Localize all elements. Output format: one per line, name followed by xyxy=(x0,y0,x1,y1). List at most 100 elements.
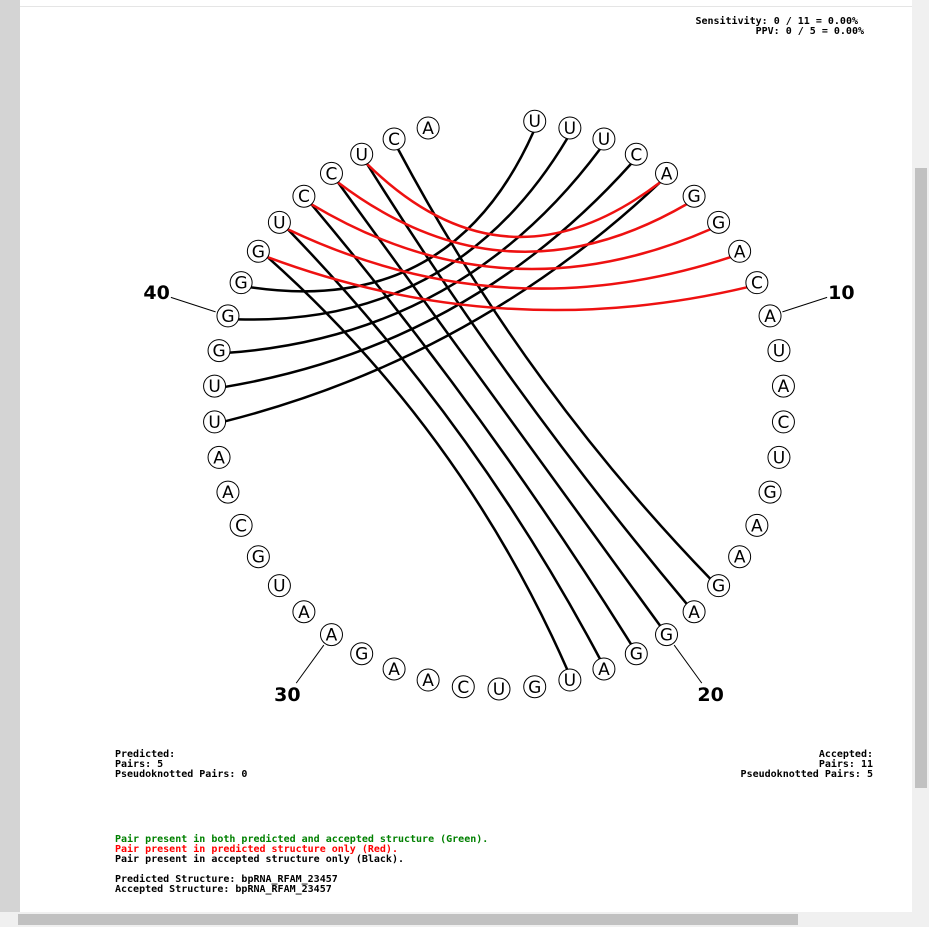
nucleotide: G xyxy=(630,645,643,665)
accepted-pk: Pseudoknotted Pairs: 5 xyxy=(741,768,873,780)
nucleotide: A xyxy=(751,516,763,536)
nucleotide-circle xyxy=(758,304,782,328)
nucleotide-circle xyxy=(382,657,406,681)
nucleotide: G xyxy=(235,274,248,294)
pair-arc xyxy=(287,228,731,290)
nucleotide: U xyxy=(564,671,576,691)
nucleotide: C xyxy=(235,516,247,536)
scroll-thumb[interactable] xyxy=(18,914,798,925)
nucleotide-circle xyxy=(350,642,374,666)
nucleotide: U xyxy=(355,145,367,165)
pair-arc xyxy=(229,148,601,354)
nucleotide-circle xyxy=(382,127,406,151)
nucleotide-circle xyxy=(707,210,731,234)
pair-arc xyxy=(225,163,632,389)
nucleotide-circle xyxy=(319,161,343,185)
nucleotide-circle xyxy=(592,127,616,151)
nucleotide: A xyxy=(734,548,746,568)
nucleotide: U xyxy=(208,413,220,433)
nucleotide: G xyxy=(252,242,265,262)
nucleotide: U xyxy=(773,448,785,468)
pair-arc xyxy=(286,228,601,660)
nucleotide: G xyxy=(688,187,701,207)
nucleotide: A xyxy=(326,626,338,646)
nucleotide: U xyxy=(273,577,285,597)
position-label: 40 xyxy=(143,282,169,304)
nucleotide-circle xyxy=(771,410,795,434)
nucleotide: C xyxy=(457,678,469,698)
nucleotide-circle xyxy=(758,480,782,504)
sensitivity: Sensitivity: 0 / 11 = 0.00% xyxy=(695,15,858,27)
nucleotide: U xyxy=(208,377,220,397)
nucleotide: A xyxy=(734,242,746,262)
nucleotide: A xyxy=(764,307,776,327)
nucleotide-circle xyxy=(246,239,270,263)
nucleotide-circle xyxy=(229,513,253,537)
nucleotide: A xyxy=(422,671,434,691)
nucleotide-circle xyxy=(292,600,316,624)
pair-arc xyxy=(337,181,688,254)
pair-arc xyxy=(310,203,711,271)
pair-arc xyxy=(365,163,688,605)
nucleotide-circle xyxy=(246,545,270,569)
pair-arc xyxy=(250,131,535,293)
accepted-heading: Accepted: xyxy=(819,749,873,760)
nucleotide: G xyxy=(221,307,234,327)
position-tick xyxy=(673,644,703,684)
pair-arc xyxy=(225,181,661,423)
legend-predicted: Pair present in predicted structure only… xyxy=(115,843,398,855)
nucleotide-circle xyxy=(558,116,582,140)
predicted-pk: Pseudoknotted Pairs: 0 xyxy=(115,768,247,780)
nucleotide-circle xyxy=(767,445,791,469)
nucleotide-circle xyxy=(207,339,231,363)
predicted-heading: Predicted: xyxy=(115,748,175,760)
nucleotide: G xyxy=(212,342,225,362)
content xyxy=(20,0,912,912)
nucleotide-circle xyxy=(451,675,475,699)
nucleotide-circle xyxy=(728,239,752,263)
predicted-pairs: Pairs: 5 xyxy=(115,758,163,770)
nucleotide: U xyxy=(773,342,785,362)
nucleotide-circle xyxy=(707,574,731,598)
position-tick xyxy=(295,644,325,684)
nucleotide-circle xyxy=(267,210,291,234)
nucleotide-circle xyxy=(523,109,547,133)
nucleotide: G xyxy=(660,626,673,646)
nucleotide-circle xyxy=(655,161,679,185)
nucleotide-circle xyxy=(487,677,511,701)
nucleotide: G xyxy=(355,645,368,665)
nucleotide: U xyxy=(493,680,505,700)
legend-accepted: Pair present in accepted structure only … xyxy=(115,853,404,865)
nucleotide-circle xyxy=(655,623,679,647)
position-label: 30 xyxy=(274,684,300,706)
nucleotide: A xyxy=(222,483,234,503)
nucleotide: U xyxy=(564,119,576,139)
scroll-thumb[interactable] xyxy=(915,168,927,788)
nucleotide: A xyxy=(688,603,700,623)
nucleotide: C xyxy=(298,187,310,207)
pair-arc xyxy=(266,256,569,670)
nucleotide: G xyxy=(712,213,725,233)
nucleotide: A xyxy=(388,660,400,680)
nucleotide-circle xyxy=(745,271,769,295)
nucleotide-circle xyxy=(216,304,240,328)
ppv: PPV: 0 / 5 = 0.00% xyxy=(756,26,864,37)
nucleotide: A xyxy=(598,660,610,680)
nucleotide-circle xyxy=(767,339,791,363)
nucleotide: C xyxy=(630,145,642,165)
pair-arc xyxy=(267,256,748,312)
nucleotide: G xyxy=(252,548,265,568)
nucleotide-circle xyxy=(267,574,291,598)
predicted-structure: Predicted Structure: bpRNA_RFAM_23457 xyxy=(115,873,338,885)
nucleotide-circle xyxy=(682,600,706,624)
nucleotide-circle xyxy=(728,545,752,569)
nucleotide-circle xyxy=(319,623,343,647)
position-label: 20 xyxy=(697,684,723,706)
divider xyxy=(20,6,912,7)
nucleotide-circle xyxy=(416,116,440,140)
nucleotide-circle xyxy=(203,374,227,398)
nucleotide: G xyxy=(712,577,725,597)
legend-both: Pair present in both predicted and accep… xyxy=(115,833,488,845)
